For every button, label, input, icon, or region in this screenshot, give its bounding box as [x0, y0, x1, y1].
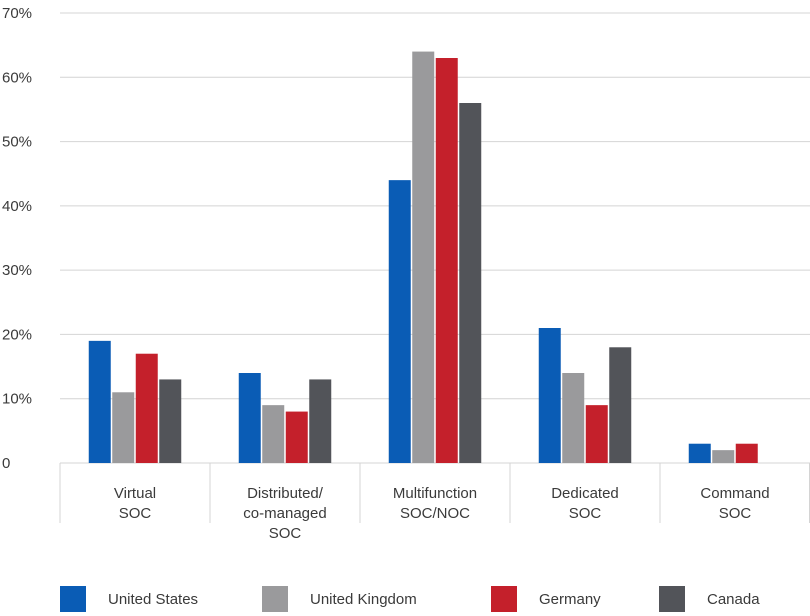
bar-united-kingdom: [262, 405, 285, 463]
bar-germany: [435, 58, 458, 463]
legend-swatch: [659, 586, 685, 612]
bar-united-states: [238, 373, 261, 463]
x-axis-category-labels: Virtual SOC Distributed/co-managed SOC Multi…: [114, 485, 770, 542]
y-tick-label: 0: [2, 455, 10, 472]
y-tick-label: 40%: [2, 198, 32, 215]
legend-label: United States: [108, 590, 199, 608]
bar-united-kingdom: [112, 392, 135, 463]
bar-united-states: [388, 180, 411, 463]
bar-united-kingdom: [412, 51, 435, 463]
bar-united-states: [688, 443, 711, 463]
legend-item: United Kingdom: [262, 586, 417, 612]
y-tick-label: 50%: [2, 134, 32, 151]
y-tick-label: 70%: [2, 5, 32, 22]
bar-canada: [459, 103, 482, 463]
y-tick-label: 30%: [2, 262, 32, 279]
bar-united-kingdom: [562, 373, 585, 463]
bar-germany: [285, 411, 308, 463]
y-tick-label: 10%: [2, 391, 32, 408]
x-category-label: SOC: [119, 505, 152, 522]
x-category-label: Multifunction: [393, 485, 477, 502]
x-category-label: SOC: [569, 505, 602, 522]
legend-swatch: [60, 586, 86, 612]
y-tick-label: 60%: [2, 69, 32, 86]
legend-item: United States: [60, 586, 198, 612]
bar-canada: [609, 347, 632, 463]
legend-label: United Kingdom: [310, 590, 417, 608]
x-category-label: Virtual: [114, 485, 156, 502]
legend-label: Canada: [707, 590, 760, 608]
legend-swatch: [491, 586, 517, 612]
legend-item: Canada: [659, 586, 760, 612]
bar-chart: 0 10% 20% 30% 40% 50% 60% 70% Virtual SOC Distrib…: [2, 5, 810, 542]
bar-united-states: [538, 328, 561, 463]
x-category-label: Distributed/: [247, 485, 324, 502]
x-category-label: Command: [700, 485, 769, 502]
legend-swatch: [262, 586, 288, 612]
legend-item: Germany: [491, 586, 601, 612]
bar-united-kingdom: [712, 450, 735, 463]
legend: United States United Kingdom Germany Canada: [0, 586, 810, 616]
bar-germany: [135, 353, 158, 463]
x-category-label: co-managed: [243, 505, 326, 522]
bar-germany: [735, 443, 758, 463]
x-category-label: SOC/NOC: [400, 505, 470, 522]
x-category-label: SOC: [719, 505, 752, 522]
bar-canada: [159, 379, 182, 463]
x-category-label: SOC: [269, 525, 302, 542]
legend-label: Germany: [539, 590, 601, 608]
bar-united-states: [88, 340, 111, 463]
x-category-label: Dedicated: [551, 485, 619, 502]
bar-germany: [585, 405, 608, 463]
bar-canada: [309, 379, 332, 463]
y-tick-label: 20%: [2, 326, 32, 343]
y-axis-tick-labels: 0 10% 20% 30% 40% 50% 60% 70%: [2, 5, 32, 472]
bars: [88, 51, 758, 463]
